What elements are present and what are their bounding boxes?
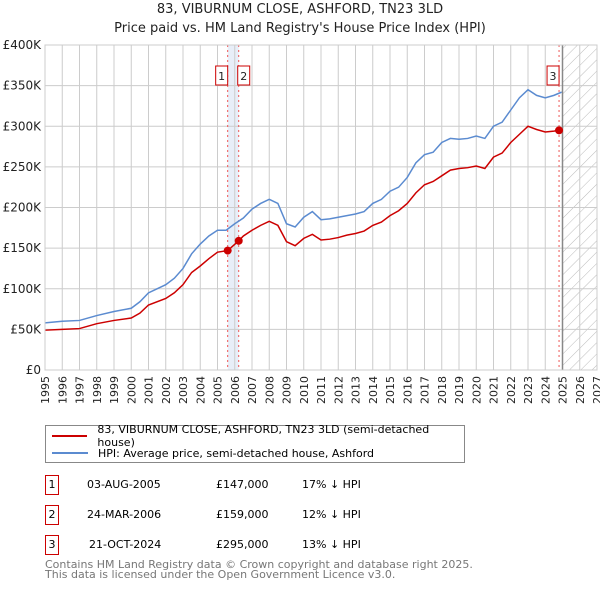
sale-price: £159,000 (216, 508, 269, 521)
x-tick-label: 2027 (591, 376, 600, 404)
y-tick-label: £200K (3, 201, 43, 215)
x-tick-label: 2000 (125, 376, 138, 404)
x-tick-label: 2025 (557, 376, 570, 404)
sale-marker: 2 (45, 505, 59, 525)
y-tick-label: £50K (10, 322, 42, 336)
y-tick-label: £250K (3, 160, 43, 174)
sale-label: 1 (218, 70, 225, 83)
legend-blue-swatch (52, 452, 88, 454)
sale-hpi: 17% ↓ HPI (302, 478, 361, 491)
y-tick-label: £300K (3, 119, 43, 133)
chart-subtitle: Price paid vs. HM Land Registry's House … (114, 21, 486, 36)
y-tick-label: £100K (3, 282, 43, 296)
x-tick-label: 2017 (419, 376, 432, 404)
sale-row: 2 24-MAR-2006 £159,000 12% ↓ HPI (45, 505, 445, 525)
legend: 83, VIBURNUM CLOSE, ASHFORD, TN23 3LD (s… (45, 423, 465, 463)
y-tick-label: £0 (26, 363, 41, 377)
y-tick-label: £350K (3, 79, 43, 93)
x-tick-label: 2002 (160, 376, 173, 404)
x-tick-label: 2006 (229, 376, 242, 404)
sale-label-box (237, 65, 251, 86)
x-tick-label: 2004 (194, 376, 207, 404)
sale-price: £147,000 (216, 478, 269, 491)
legend-property: 83, VIBURNUM CLOSE, ASHFORD, TN23 3LD (s… (97, 423, 430, 449)
x-tick-label: 2010 (298, 376, 311, 404)
x-tick-label: 2008 (263, 376, 276, 404)
sale-hpi: 13% ↓ HPI (302, 538, 361, 551)
hpi-line (44, 88, 562, 324)
sale-point (555, 126, 564, 135)
sale-label: 2 (240, 70, 247, 83)
x-tick-label: 2024 (539, 376, 552, 404)
sale-marker: 3 (45, 535, 59, 555)
plot-border (44, 44, 598, 371)
x-tick-label: 2009 (281, 376, 294, 404)
footer-line2: This data is licensed under the Open Gov… (45, 568, 396, 581)
sale-label-box (215, 65, 229, 86)
x-tick-label: 2014 (367, 376, 380, 404)
x-tick-label: 2021 (488, 376, 501, 404)
x-tick-label: 2013 (350, 376, 363, 404)
x-tick-label: 2020 (470, 376, 483, 404)
sale-label-box (546, 65, 560, 86)
legend-red-swatch (52, 435, 88, 437)
property-price-line (44, 125, 562, 331)
x-tick-label: 2019 (453, 376, 466, 404)
sale-row: 3 21-OCT-2024 £295,000 13% ↓ HPI (45, 535, 445, 555)
sale-point (234, 236, 243, 245)
x-tick-label: 1998 (91, 376, 104, 404)
y-tick-label: £150K (3, 241, 43, 255)
chart-title: 83, VIBURNUM CLOSE, ASHFORD, TN23 3LD (156, 2, 444, 17)
sale-row: 1 03-AUG-2005 £147,000 17% ↓ HPI (45, 475, 445, 495)
x-tick-label: 2023 (522, 376, 535, 404)
y-tick-label: £400K (3, 38, 43, 52)
x-tick-label: 2015 (384, 376, 397, 404)
x-tick-label: 2022 (505, 376, 518, 404)
x-tick-label: 2003 (177, 376, 190, 404)
x-tick-label: 1996 (56, 376, 69, 404)
x-tick-label: 2005 (212, 376, 225, 404)
x-tick-label: 2011 (315, 376, 328, 404)
sale-hpi: 12% ↓ HPI (302, 508, 361, 521)
legend-hpi: HPI: Average price, semi-detached house,… (98, 446, 375, 460)
sale-point (223, 246, 232, 255)
x-tick-label: 2016 (401, 376, 414, 404)
x-tick-label: 2018 (436, 376, 449, 404)
plot-area: 1995 1996 1997 1998 1999 2000 2001 2002 2003 2004… (3, 38, 600, 404)
sale-price: £295,000 (216, 538, 269, 551)
sale-date: 03-AUG-2005 (87, 478, 161, 491)
sale-date: 24-MAR-2006 (87, 508, 162, 521)
x-tick-label: 2026 (574, 376, 587, 404)
sale-marker: 1 (45, 475, 59, 495)
x-tick-label: 1997 (74, 376, 87, 404)
footer-line1: Contains HM Land Registry data © Crown c… (45, 558, 473, 571)
footer: Contains HM Land Registry data © Crown c… (45, 558, 473, 581)
x-tick-label: 2001 (143, 376, 156, 404)
sale-label: 3 (550, 70, 557, 83)
sale-date: 21-OCT-2024 (89, 538, 162, 551)
x-tick-label: 1999 (108, 376, 121, 404)
x-tick-label: 2007 (246, 376, 259, 404)
x-tick-label: 2012 (332, 376, 345, 404)
x-tick-label: 1995 (39, 376, 52, 404)
